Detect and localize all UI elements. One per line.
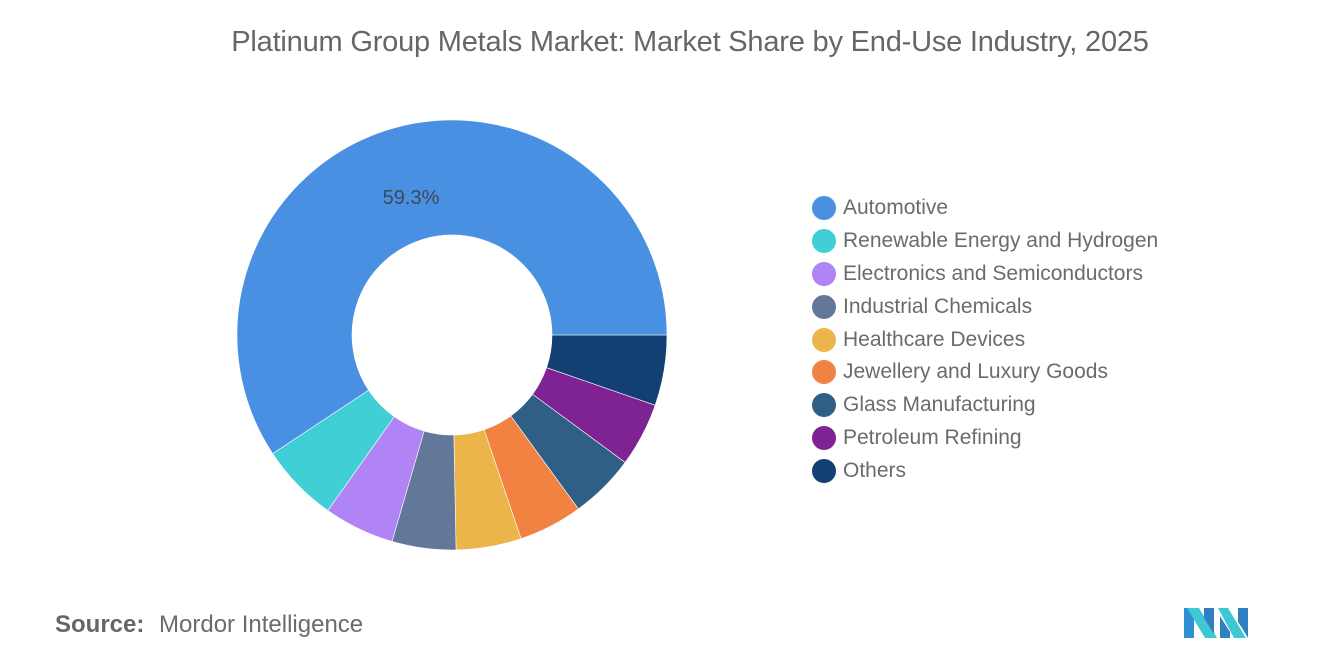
mordor-intelligence-logo-icon bbox=[1184, 608, 1248, 638]
legend-label: Glass Manufacturing bbox=[843, 393, 1036, 417]
legend-label: Renewable Energy and Hydrogen bbox=[843, 229, 1159, 253]
source-label: Source: bbox=[55, 611, 145, 638]
legend-label: Automotive bbox=[843, 196, 949, 220]
donut-slice-automotive bbox=[236, 119, 668, 455]
legend-label: Others bbox=[843, 458, 907, 482]
legend-swatch-icon bbox=[812, 458, 836, 483]
source-value: Mordor Intelligence bbox=[159, 611, 364, 638]
legend-swatch-icon bbox=[812, 360, 836, 385]
source-note: Source: Mordor Intelligence bbox=[55, 611, 363, 639]
legend-swatch-icon bbox=[812, 229, 836, 254]
legend-label: Electronics and Semiconductors bbox=[843, 261, 1143, 285]
donut-slices bbox=[236, 119, 668, 551]
legend-swatch-icon bbox=[812, 327, 836, 352]
legend-swatch-icon bbox=[812, 393, 836, 418]
legend-label: Jewellery and Luxury Goods bbox=[843, 360, 1108, 384]
legend-swatch-icon bbox=[812, 261, 836, 286]
legend-item: Automotive bbox=[812, 192, 1158, 225]
legend-item: Renewable Energy and Hydrogen bbox=[812, 225, 1158, 258]
legend-label: Petroleum Refining bbox=[843, 425, 1022, 449]
legend-item: Others bbox=[812, 454, 1158, 487]
legend-item: Healthcare Devices bbox=[812, 323, 1158, 356]
legend-item: Electronics and Semiconductors bbox=[812, 258, 1158, 291]
legend-item: Petroleum Refining bbox=[812, 422, 1158, 455]
legend-label: Industrial Chemicals bbox=[843, 294, 1033, 318]
legend-item: Industrial Chemicals bbox=[812, 290, 1158, 323]
legend-swatch-icon bbox=[812, 294, 836, 319]
legend-swatch-icon bbox=[812, 196, 836, 221]
legend-item: Jewellery and Luxury Goods bbox=[812, 356, 1158, 389]
legend-label: Healthcare Devices bbox=[843, 327, 1026, 351]
legend-swatch-icon bbox=[812, 425, 836, 450]
chart-title: Platinum Group Metals Market: Market Sha… bbox=[231, 26, 1149, 58]
legend-item: Glass Manufacturing bbox=[812, 389, 1158, 422]
slice-data-label: 59.3% bbox=[383, 187, 440, 209]
chart-legend: Automotive Renewable Energy and Hydrogen E… bbox=[812, 192, 1158, 487]
